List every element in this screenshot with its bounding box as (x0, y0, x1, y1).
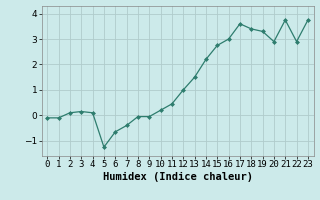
X-axis label: Humidex (Indice chaleur): Humidex (Indice chaleur) (103, 172, 252, 182)
